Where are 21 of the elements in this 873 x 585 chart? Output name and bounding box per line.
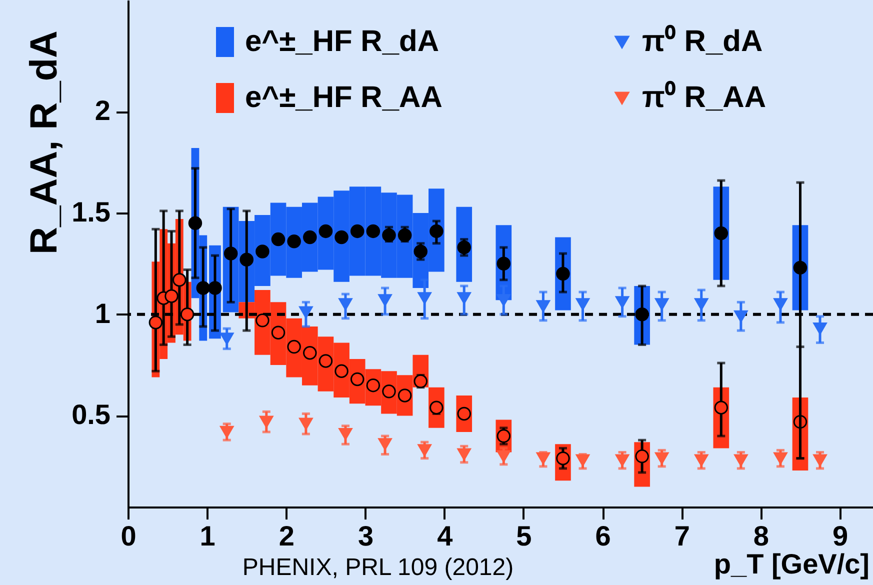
legend-label: e^±_HF R_AA — [245, 81, 442, 114]
x-axis-title: p_T [GeV/c] — [714, 548, 870, 580]
x-tick-label: 5 — [516, 520, 532, 552]
x-tick-label: 7 — [674, 520, 690, 552]
x-tick-label: 4 — [437, 520, 454, 552]
legend-label: e^±_HF R_dA — [245, 25, 440, 58]
x-tick-label: 8 — [753, 520, 769, 552]
x-tick-label: 0 — [120, 520, 136, 552]
y-axis-title: R_AA, R_dA — [24, 30, 66, 254]
y-tick-label: 1 — [94, 298, 110, 329]
x-tick-label: 2 — [278, 520, 294, 552]
y-tick-label: 1.5 — [72, 196, 110, 228]
y-tick-label: 2 — [94, 95, 110, 126]
legend-label: π⁰ R_dA — [642, 24, 763, 58]
y-tick-label: 0.5 — [72, 399, 110, 430]
text: PHENIX, PRL 109 (2012) — [242, 554, 514, 581]
legend-label: π⁰ R_AA — [642, 80, 766, 114]
x-tick-label: 3 — [358, 520, 374, 552]
x-tick-label: 6 — [595, 520, 611, 552]
x-tick-label: 1 — [200, 520, 216, 552]
x-tick-label: 9 — [832, 520, 848, 552]
